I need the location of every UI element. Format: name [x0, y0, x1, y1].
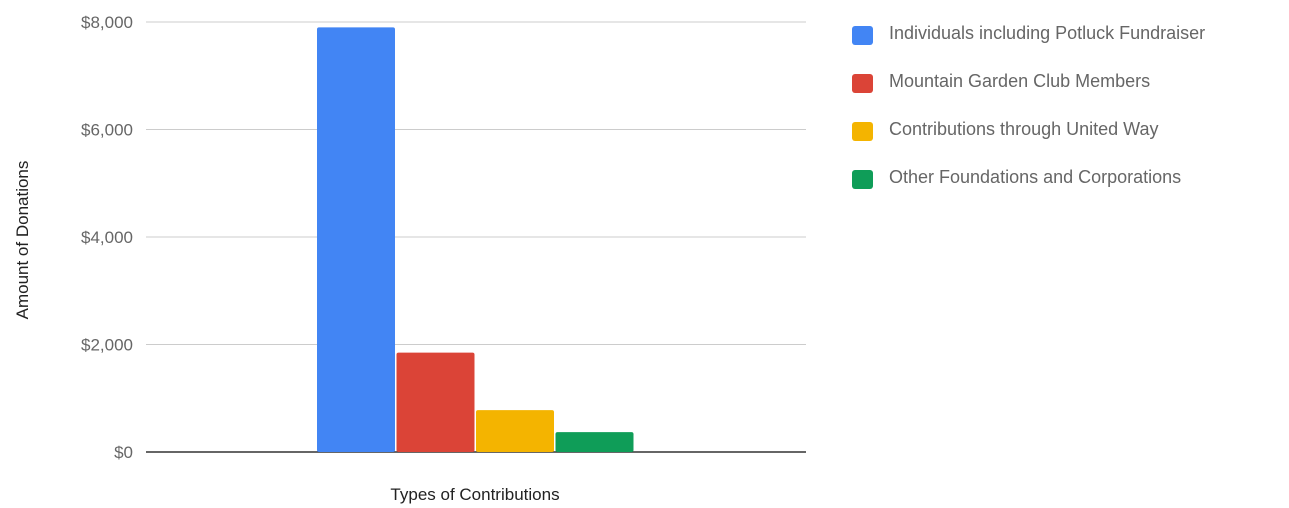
legend-item[interactable]: Mountain Garden Club Members — [852, 68, 1282, 94]
bar[interactable] — [317, 27, 395, 452]
bars — [317, 27, 634, 452]
y-axis-ticks: $0 $2,000 $4,000 $6,000 $8,000 — [81, 13, 133, 462]
bar[interactable] — [476, 410, 554, 452]
y-tick-label: $6,000 — [81, 121, 133, 140]
y-axis-title: Amount of Donations — [13, 161, 32, 320]
legend-swatch — [852, 122, 873, 141]
legend-item[interactable]: Individuals including Potluck Fundraiser — [852, 20, 1282, 46]
legend-swatch — [852, 170, 873, 189]
y-tick-label: $0 — [114, 443, 133, 462]
bar[interactable] — [396, 352, 475, 452]
y-tick-label: $2,000 — [81, 336, 133, 355]
y-tick-label: $4,000 — [81, 228, 133, 247]
legend-item[interactable]: Contributions through United Way — [852, 116, 1282, 142]
bar[interactable] — [555, 432, 634, 452]
gridlines — [146, 21, 806, 453]
x-axis-title: Types of Contributions — [390, 485, 559, 504]
legend-label: Mountain Garden Club Members — [889, 71, 1151, 91]
legend: Individuals including Potluck Fundraiser… — [852, 20, 1282, 212]
legend-label: Contributions through United Way — [889, 119, 1159, 139]
y-tick-label: $8,000 — [81, 13, 133, 32]
legend-swatch — [852, 74, 873, 93]
legend-label: Individuals including Potluck Fundraiser — [889, 23, 1206, 43]
legend-swatch — [852, 26, 873, 45]
legend-label: Other Foundations and Corporations — [889, 167, 1182, 187]
legend-item[interactable]: Other Foundations and Corporations — [852, 164, 1282, 190]
